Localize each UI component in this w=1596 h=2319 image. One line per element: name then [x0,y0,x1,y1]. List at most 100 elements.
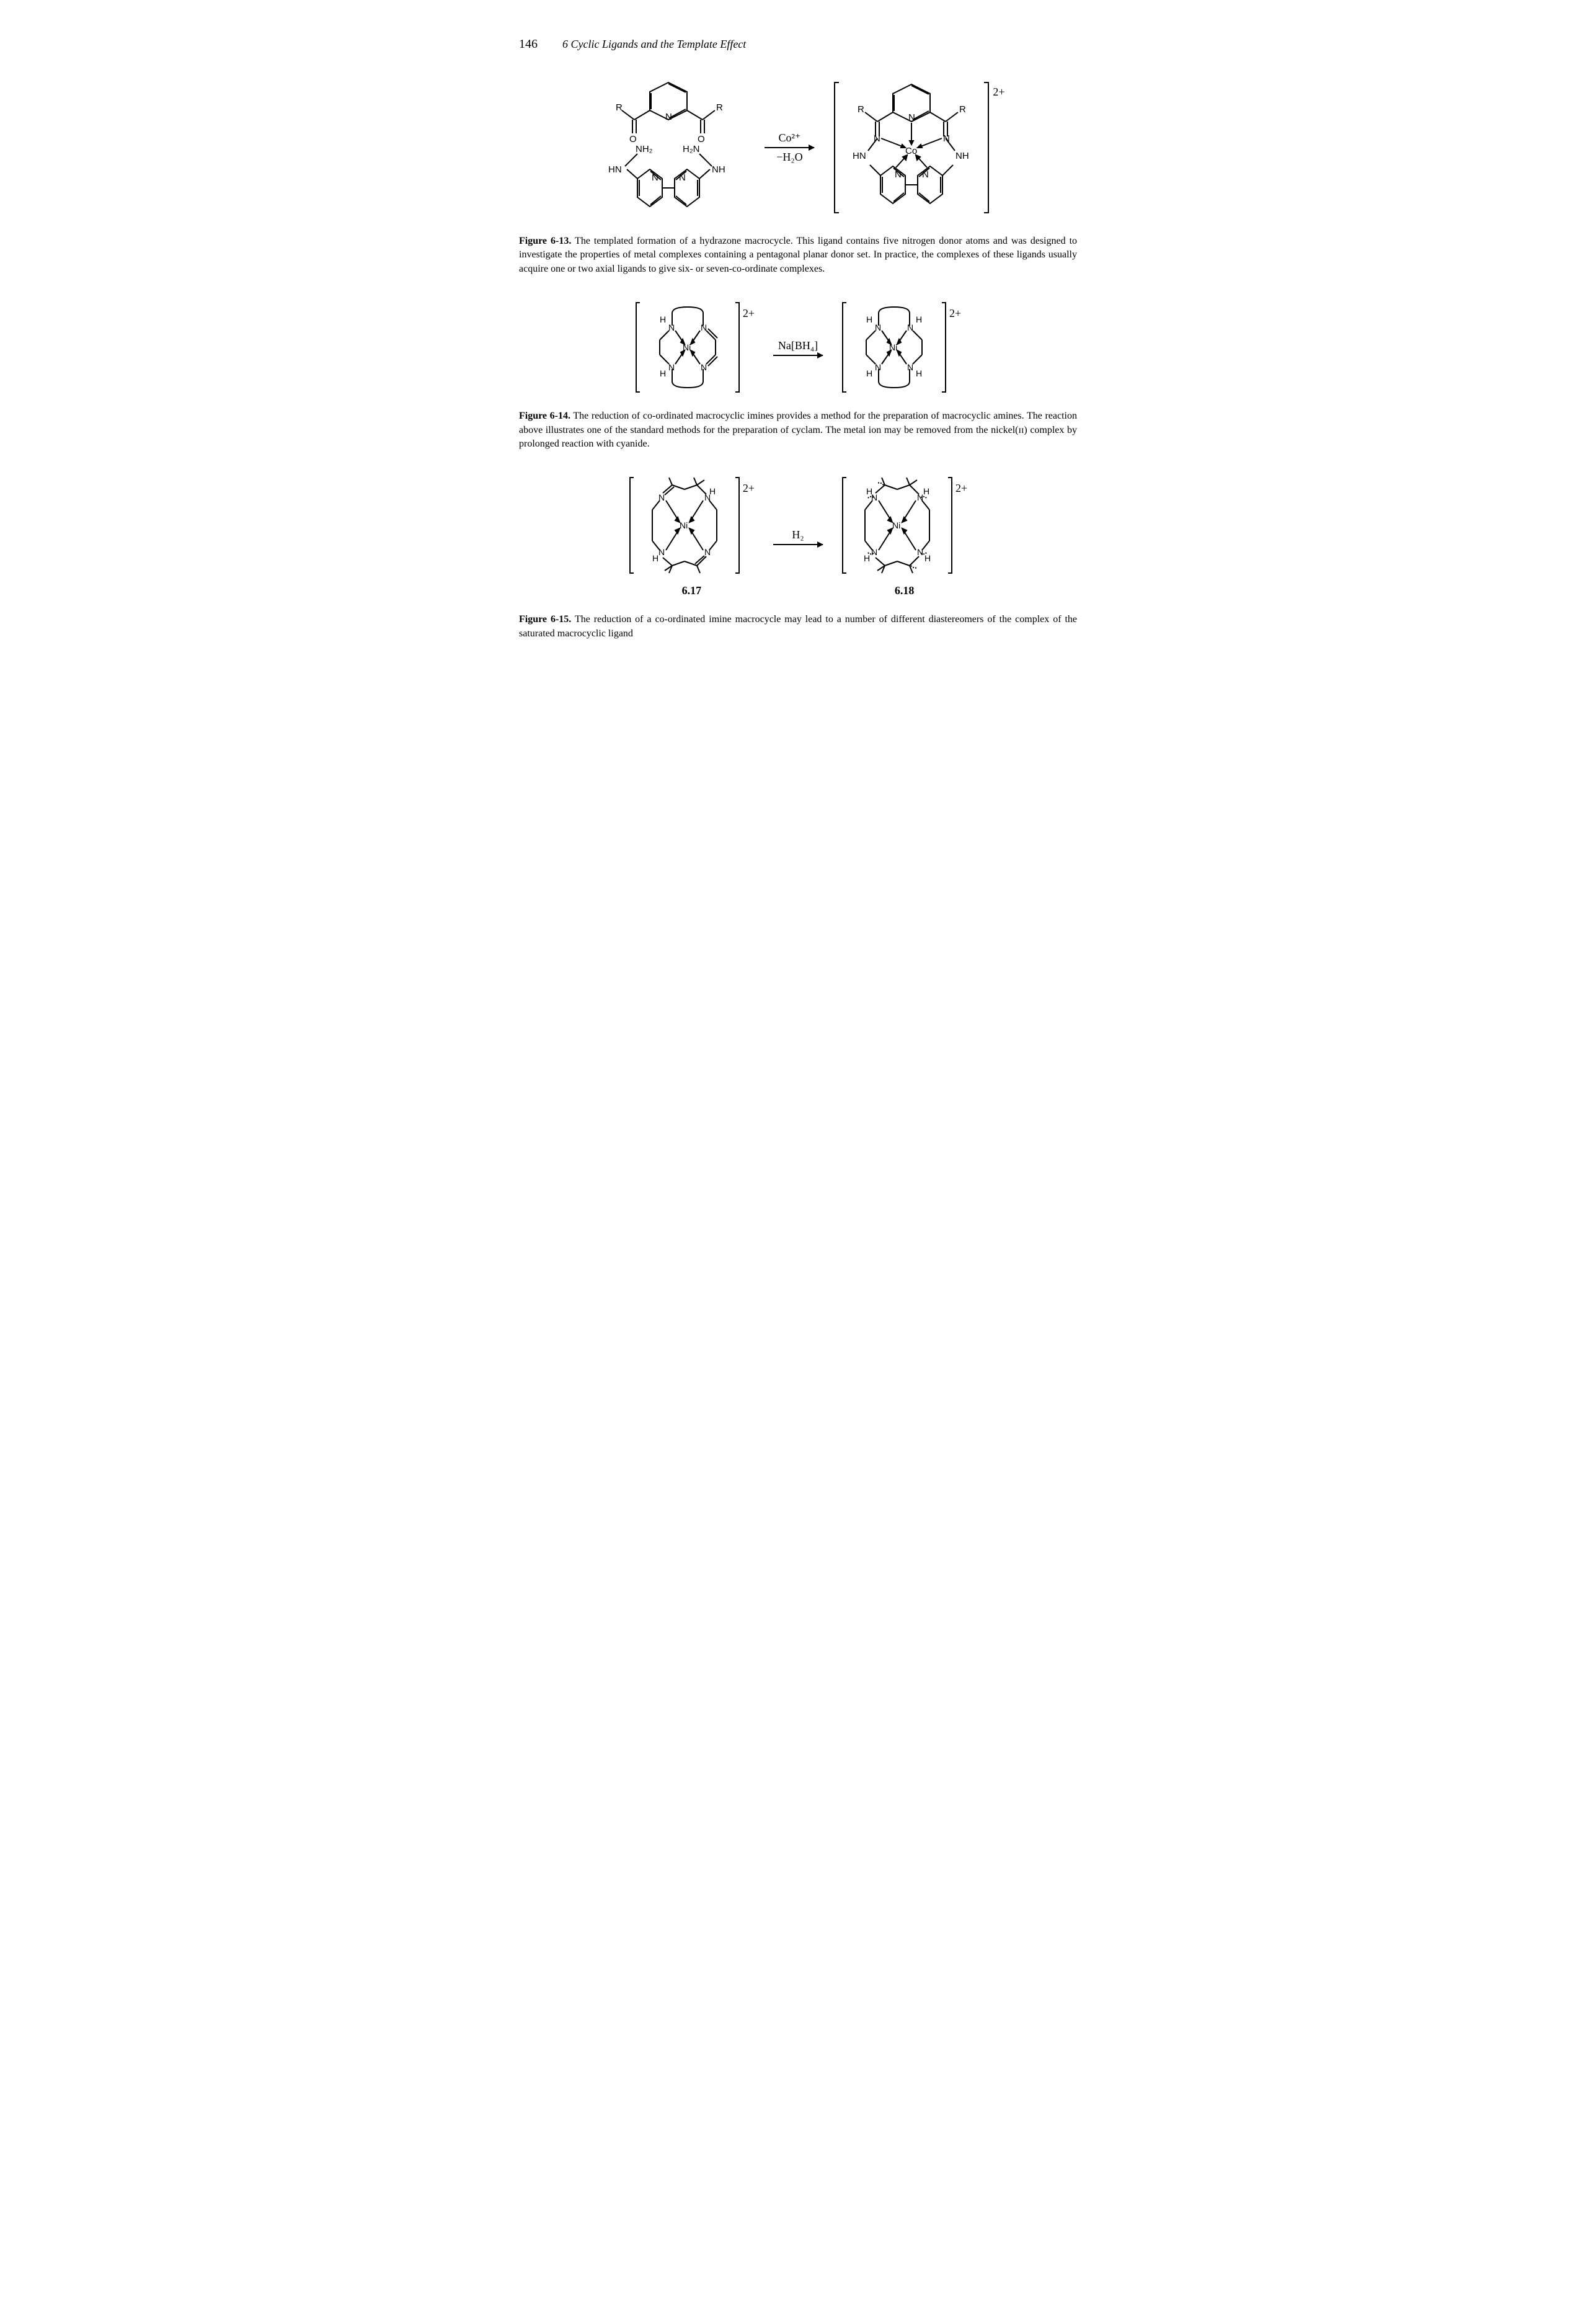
arrow-icon [773,355,823,356]
macrocycle-6-18: H N N H N H N H Ni [848,476,947,575]
caption-label: Figure 6-13. [519,236,571,246]
atom-N: N [907,362,913,372]
macrocycle-6-17: N N H N H N Ni [635,476,734,575]
bracket-left-icon [841,301,848,394]
reagent-bottom: −H₂O [776,151,802,164]
atom-N: N [907,323,913,332]
compound-number-left: 6.17 [682,584,702,597]
reagent-arrow-2: Na[BH₄] [773,339,823,356]
nickel-cyclam-complex: H H N N N N H H Ni 2+ [841,301,961,394]
atom-N: N [704,547,711,557]
atom-N: N [668,323,675,332]
atom-H2N: H₂N [683,144,700,154]
atom-N: N [874,133,880,144]
cobalt-macrocycle: R R N N N HN NH Co N N [840,79,983,216]
complex-6-18: H N N H N H N H Ni 2+ [841,476,967,575]
bracket-right-icon [941,301,947,394]
caption-text: The reduction of a co-ordinated imine ma… [519,614,1077,638]
atom-N: N [652,172,658,183]
atom-N: N [917,492,923,502]
atom-H: H [652,553,658,563]
charge-label: 2+ [955,482,967,495]
arrow-icon [773,544,823,545]
bracket-left-icon [833,79,840,216]
reagent-text: Na[BH₄] [778,339,818,352]
atom-N: N [668,362,675,372]
atom-R: R [616,102,623,113]
reagent-text: H₂ [792,528,804,541]
atom-H: H [709,486,716,496]
atom-N: N [917,547,923,557]
atom-R: R [858,104,864,115]
atom-HN: HN [608,164,622,175]
bracket-left-icon [629,476,635,575]
compound-number-right: 6.18 [895,584,915,597]
atom-N: N [665,112,672,122]
precursor-molecule: R R N O O NH₂ H₂N HN NH N N [591,76,746,219]
reagent-arrow-1: Co²⁺ −H₂O [765,131,814,164]
atom-N: N [658,547,665,557]
nickel-cyclam-macrocycle: H H N N N N H H Ni [848,301,941,394]
atom-NH: NH [712,164,725,175]
charge-label: 2+ [743,307,755,320]
page-number: 146 [519,37,538,51]
figure-6-15-diagram: N N H N H N Ni 2+ 6.17 H₂ [519,476,1077,597]
atom-N: N [701,362,707,372]
figure-6-15-caption: Figure 6-15. The reduction of a co-ordin… [519,613,1077,641]
atom-N: N [908,112,915,123]
charge-label: 2+ [743,482,755,495]
atom-N: N [922,169,929,180]
figure-6-14: H N N N N H Ni 2+ Na[BH₄] [519,301,1077,451]
bracket-right-icon [947,476,953,575]
bracket-right-icon [983,79,990,216]
atom-H: H [916,314,922,324]
caption-text: The reduction of co-ordinated macrocycli… [519,411,1077,449]
nickel-imine-macrocycle: H N N N N H Ni [641,301,734,394]
atom-H: H [923,486,929,496]
atom-Co: Co [905,146,917,156]
atom-N: N [701,323,707,332]
nickel-imine-complex: H N N N N H Ni 2+ [635,301,755,394]
bracket-left-icon [635,301,641,394]
bracket-right-icon [734,301,740,394]
page-header: 146 6 Cyclic Ligands and the Template Ef… [519,37,1077,51]
atom-O: O [629,134,637,145]
atom-N: N [875,362,881,372]
figure-6-13-caption: Figure 6-13. The templated formation of … [519,234,1077,276]
atom-H: H [924,553,931,563]
atom-H: H [660,368,666,378]
chapter-title: 6 Cyclic Ligands and the Template Effect [562,38,746,51]
atom-O: O [698,134,705,145]
atom-N: N [679,172,686,183]
atom-N: N [895,169,902,180]
caption-label: Figure 6-14. [519,411,570,421]
bracket-left-icon [841,476,848,575]
atom-Ni: Ni [892,520,900,530]
figure-6-14-diagram: H N N N N H Ni 2+ Na[BH₄] [519,301,1077,394]
figure-6-15: N N H N H N Ni 2+ 6.17 H₂ [519,476,1077,641]
atom-N: N [875,323,881,332]
reagent-top: Co²⁺ [778,131,800,145]
atom-Ni: Ni [683,342,691,352]
caption-label: Figure 6-15. [519,614,571,625]
atom-N: N [658,492,665,502]
atom-Ni: Ni [680,520,688,530]
figure-6-13-diagram: R R N O O NH₂ H₂N HN NH N N Co²⁺ −H₂O [519,76,1077,219]
atom-NH2: NH₂ [636,144,653,154]
atom-R: R [716,102,723,113]
atom-N: N [871,492,877,502]
atom-HN: HN [853,151,866,161]
atom-H: H [660,314,666,324]
atom-H: H [864,553,870,563]
atom-H: H [866,314,872,324]
atom-Ni: Ni [889,342,897,352]
charge-label: 2+ [993,86,1004,99]
complex-6-17: N N H N H N Ni 2+ [629,476,755,575]
cobalt-complex: R R N N N HN NH Co N N 2+ [833,79,1004,216]
atom-N: N [943,133,950,144]
reagent-arrow-3: H₂ [773,528,823,545]
atom-H: H [916,368,922,378]
figure-6-13: R R N O O NH₂ H₂N HN NH N N Co²⁺ −H₂O [519,76,1077,276]
arrow-icon [765,147,814,148]
charge-label: 2+ [949,307,961,320]
